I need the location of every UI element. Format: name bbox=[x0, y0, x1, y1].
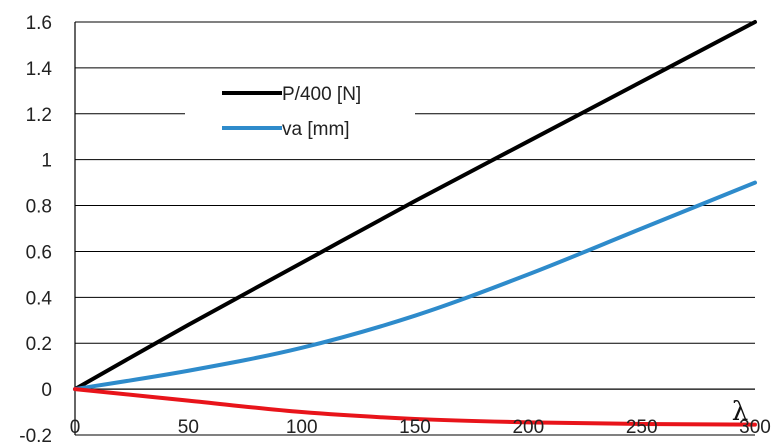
y-tick-label: 0 bbox=[41, 380, 52, 401]
legend-label: P/400 [N] bbox=[282, 84, 361, 105]
x-tick-label: 100 bbox=[286, 417, 318, 438]
y-tick-label: 0.2 bbox=[26, 334, 52, 355]
series-line-va bbox=[73, 180, 757, 392]
x-tick-label: 50 bbox=[178, 417, 199, 438]
x-tick-label: 200 bbox=[512, 417, 544, 438]
y-tick-label: 1.4 bbox=[26, 59, 53, 80]
series-line-p400 bbox=[73, 20, 757, 392]
y-tick-label: 0.6 bbox=[26, 242, 52, 263]
tick-labels: -0.2 0 0.2 0.4 0.6 0.8 1 1.2 1.4 1.6 0 50 100 150 200 2… bbox=[19, 13, 771, 443]
axes bbox=[74, 22, 755, 435]
legend-background bbox=[185, 74, 415, 152]
x-tick-label: 0 bbox=[70, 417, 81, 438]
y-tick-label: 1.2 bbox=[26, 105, 52, 126]
x-axis-label: λ bbox=[732, 397, 748, 427]
y-tick-label: 1 bbox=[41, 151, 52, 172]
x-tick-label: 300 bbox=[739, 417, 771, 438]
y-tick-label: 0.4 bbox=[26, 288, 53, 309]
series-lines bbox=[73, 20, 757, 427]
y-tick-label: 0.8 bbox=[26, 197, 52, 218]
legend: P/400 [N] va [mm] bbox=[185, 74, 415, 152]
y-tick-label: 1.6 bbox=[26, 13, 52, 34]
x-tick-label: 150 bbox=[399, 417, 431, 438]
legend-label: va [mm] bbox=[282, 119, 350, 140]
y-tick-label: -0.2 bbox=[19, 426, 52, 443]
x-tick-label: 250 bbox=[626, 417, 658, 438]
series-line-red bbox=[73, 387, 757, 427]
